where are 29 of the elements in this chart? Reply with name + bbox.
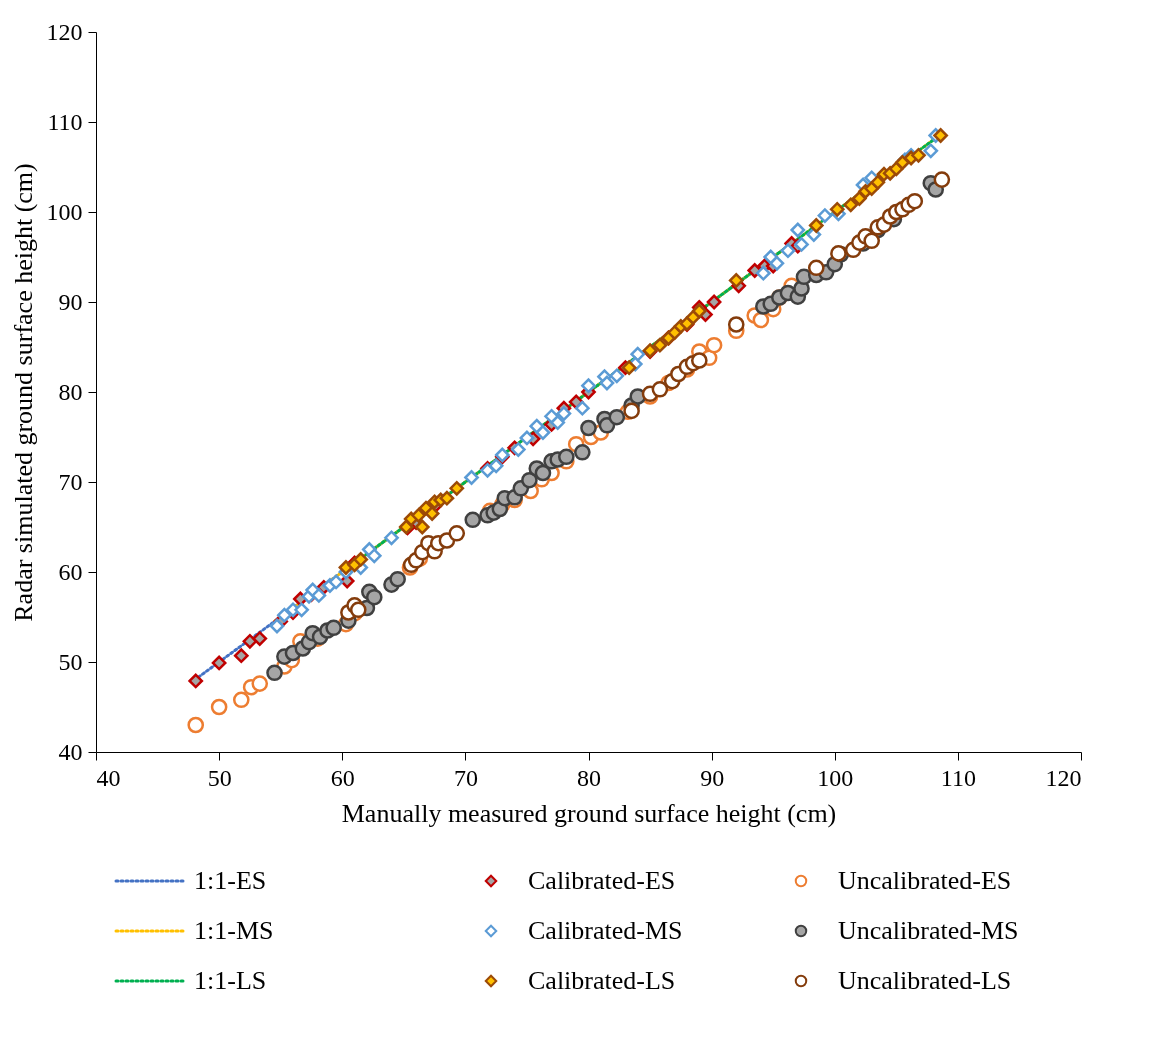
x-tick-label: 60 bbox=[330, 764, 355, 791]
x-tick-label: 110 bbox=[940, 764, 976, 791]
y-tick-label: 90 bbox=[58, 288, 83, 315]
y-tick-label: 80 bbox=[58, 378, 83, 405]
x-tick-label: 50 bbox=[207, 764, 232, 791]
y-tick-label: 60 bbox=[58, 558, 83, 585]
legend-label: 1:1-MS bbox=[194, 916, 274, 945]
y-tick-label: 40 bbox=[58, 738, 83, 765]
x-axis-title: Manually measured ground surface height (cm) bbox=[341, 798, 837, 828]
y-tick-label: 110 bbox=[47, 108, 83, 135]
x-tick-label: 40 bbox=[96, 764, 121, 791]
legend-label: 1:1-ES bbox=[194, 866, 267, 895]
legend-label: Uncalibrated-LS bbox=[838, 966, 1012, 995]
x-tick-label: 70 bbox=[453, 764, 478, 791]
y-tick-label: 70 bbox=[58, 468, 83, 495]
x-tick-label: 90 bbox=[700, 764, 725, 791]
legend-label: Calibrated-ES bbox=[528, 866, 676, 895]
legend-label: Uncalibrated-ES bbox=[838, 866, 1012, 895]
legend-label: Calibrated-MS bbox=[528, 916, 683, 945]
x-tick-label: 80 bbox=[577, 764, 601, 791]
x-tick-label: 100 bbox=[817, 764, 854, 791]
legend-label: Calibrated-LS bbox=[528, 966, 676, 995]
y-axis-title: Radar simulated ground surface height (cm) bbox=[8, 163, 38, 622]
y-tick-label: 100 bbox=[46, 198, 83, 225]
y-tick-label: 120 bbox=[46, 18, 83, 45]
x-tick-label: 120 bbox=[1045, 764, 1082, 791]
legend-label: Uncalibrated-MS bbox=[838, 916, 1019, 945]
y-tick-label: 50 bbox=[58, 648, 83, 675]
legend-label: 1:1-LS bbox=[194, 966, 267, 995]
